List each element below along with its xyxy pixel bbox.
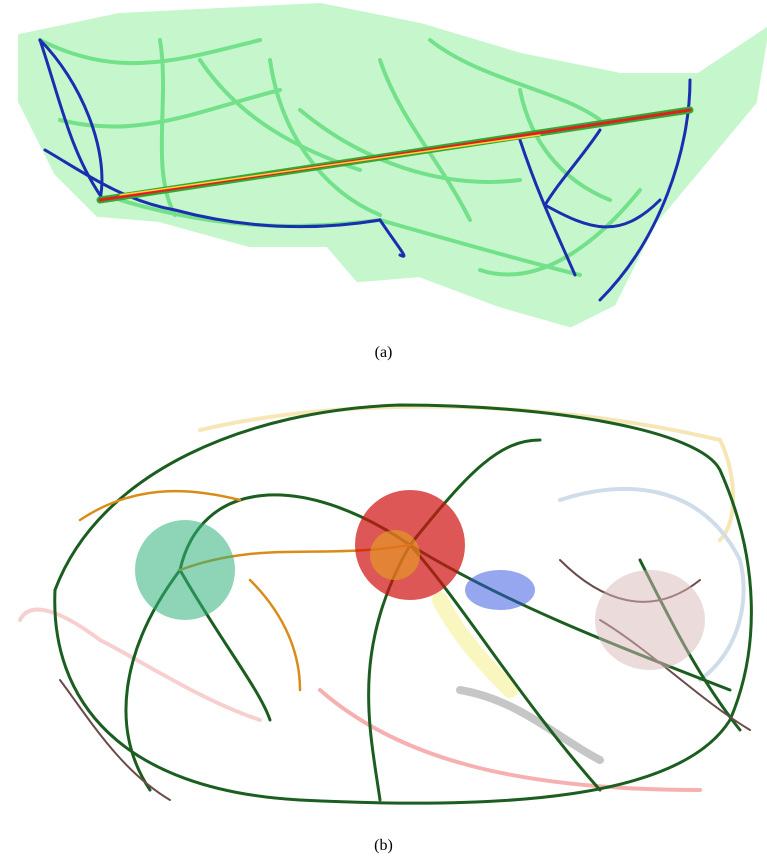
faint-edges <box>18 404 746 792</box>
panel-b-graph <box>18 403 753 805</box>
blue-cluster <box>465 570 535 610</box>
caption: (b) <box>374 837 393 854</box>
caption: (a) <box>374 344 393 361</box>
panel-a-map <box>18 2 767 328</box>
dark-edges <box>53 403 753 805</box>
main-bundle-core <box>119 134 541 196</box>
orange-edges <box>78 489 412 692</box>
major-edges <box>38 38 692 302</box>
green-cluster <box>135 520 235 620</box>
pink-cluster <box>595 570 705 670</box>
red-cluster-core <box>370 530 420 580</box>
